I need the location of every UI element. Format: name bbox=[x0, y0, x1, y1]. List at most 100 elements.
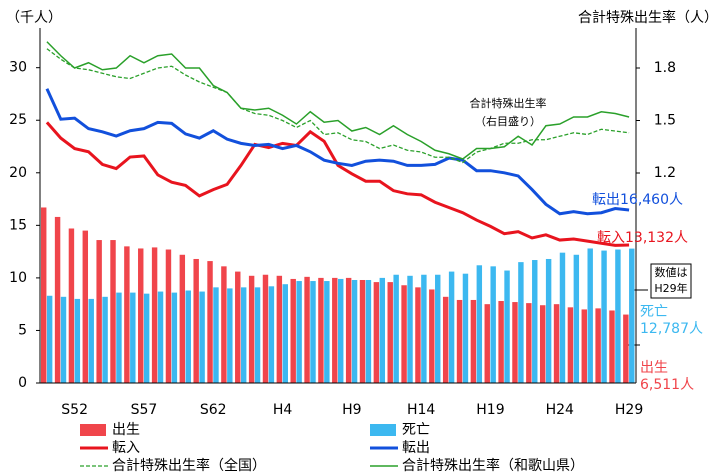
legend-label: 合計特殊出生率（和歌山県） bbox=[402, 457, 584, 474]
bar bbox=[124, 246, 130, 383]
bar bbox=[68, 228, 75, 383]
bar bbox=[268, 286, 275, 383]
line bbox=[45, 88, 630, 216]
bar bbox=[345, 277, 352, 383]
bar bbox=[254, 287, 261, 383]
bar bbox=[54, 216, 61, 383]
legend-swatch bbox=[370, 424, 396, 436]
bar bbox=[213, 287, 219, 383]
bar bbox=[553, 304, 560, 383]
bar bbox=[41, 207, 47, 383]
bar bbox=[116, 292, 122, 383]
note-box bbox=[650, 263, 692, 299]
y2-tick-label: 1.8 bbox=[654, 60, 676, 76]
bar bbox=[601, 250, 607, 383]
y2-tick-label: 1.2 bbox=[654, 165, 676, 181]
line bbox=[45, 121, 630, 247]
y-tick-label: 0 bbox=[18, 375, 27, 391]
end-label: 転出16,460人 bbox=[592, 192, 683, 208]
bar bbox=[484, 304, 490, 383]
bar bbox=[221, 266, 227, 383]
bar bbox=[157, 291, 164, 383]
bar bbox=[581, 309, 587, 383]
bar bbox=[609, 310, 615, 383]
y-tick-label: 20 bbox=[9, 165, 27, 181]
y-tick-label: 15 bbox=[9, 217, 27, 233]
annotation: 合計特殊出生率 bbox=[470, 96, 547, 110]
bar bbox=[573, 254, 580, 383]
x-tick-label: S52 bbox=[61, 402, 88, 418]
bar bbox=[143, 293, 150, 383]
bar bbox=[559, 252, 566, 383]
bar bbox=[199, 291, 205, 383]
bar bbox=[248, 275, 255, 383]
bar bbox=[60, 296, 67, 383]
bar bbox=[46, 295, 53, 383]
bar bbox=[526, 303, 532, 383]
left-axis-title: （千人） bbox=[6, 10, 62, 26]
bar bbox=[587, 248, 593, 383]
bar bbox=[359, 279, 366, 383]
bar bbox=[442, 296, 449, 383]
bar bbox=[102, 296, 108, 383]
bar bbox=[296, 281, 302, 383]
bar bbox=[545, 258, 552, 383]
bar bbox=[74, 298, 81, 383]
bar bbox=[393, 274, 399, 383]
legend-label: 転入 bbox=[112, 440, 140, 456]
bar bbox=[518, 262, 524, 383]
bar bbox=[623, 314, 629, 383]
end-label: 死亡 bbox=[640, 304, 668, 320]
bar bbox=[193, 258, 199, 383]
bar bbox=[82, 230, 89, 383]
legend-label: 死亡 bbox=[402, 422, 430, 438]
bar bbox=[448, 271, 455, 383]
bar bbox=[282, 284, 288, 383]
annotation: （右目盛り） bbox=[475, 114, 541, 128]
end-label: 出生 bbox=[640, 360, 668, 376]
y-tick-label: 25 bbox=[9, 112, 27, 128]
legend-label: 転出 bbox=[402, 440, 430, 456]
bar bbox=[332, 277, 338, 383]
bar bbox=[421, 274, 427, 383]
bar bbox=[365, 279, 372, 383]
x-tick-label: H29 bbox=[615, 402, 643, 418]
bar bbox=[185, 290, 191, 383]
bar bbox=[179, 254, 186, 383]
bar bbox=[435, 274, 441, 383]
bar bbox=[351, 279, 358, 383]
bar bbox=[138, 248, 144, 383]
y-tick-label: 30 bbox=[9, 60, 27, 76]
bar bbox=[165, 249, 172, 383]
bar bbox=[407, 275, 413, 383]
bar bbox=[498, 301, 504, 383]
line bbox=[46, 48, 630, 164]
y-tick-label: 10 bbox=[9, 270, 27, 286]
bar bbox=[207, 261, 213, 383]
bar bbox=[512, 302, 518, 383]
x-tick-label: H19 bbox=[476, 402, 504, 418]
line bbox=[46, 41, 630, 160]
bar bbox=[490, 266, 496, 383]
bar bbox=[151, 247, 158, 383]
bar bbox=[462, 273, 469, 383]
legend-swatch bbox=[80, 424, 106, 436]
legend-label: 合計特殊出生率（全国） bbox=[112, 457, 266, 474]
bar bbox=[110, 240, 116, 383]
y-tick-label: 5 bbox=[18, 322, 27, 338]
bar bbox=[304, 276, 310, 383]
bar bbox=[401, 285, 407, 383]
bar bbox=[171, 292, 178, 383]
bar bbox=[629, 248, 635, 383]
bar bbox=[615, 249, 621, 383]
x-tick-label: H14 bbox=[407, 402, 435, 418]
bar bbox=[310, 281, 316, 383]
bar bbox=[415, 287, 421, 383]
x-tick-label: S57 bbox=[131, 402, 158, 418]
bar bbox=[88, 298, 94, 383]
bar bbox=[567, 307, 574, 383]
bar bbox=[276, 275, 283, 383]
bar bbox=[595, 308, 601, 383]
bar bbox=[470, 299, 477, 383]
